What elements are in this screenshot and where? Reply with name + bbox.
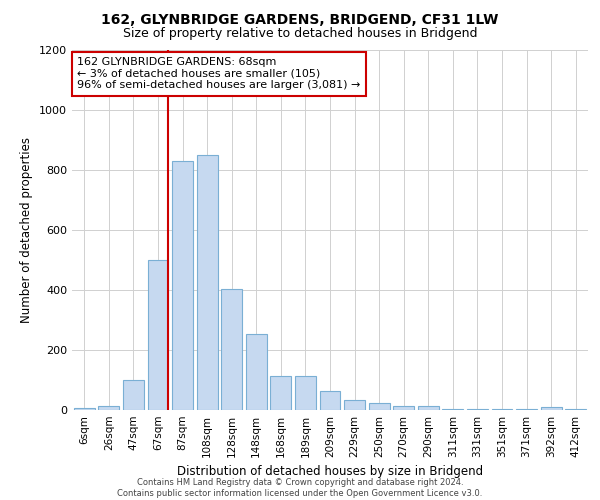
Bar (271, 376, 292, 410)
Bar (393, 406, 414, 410)
Bar (246, 334, 267, 410)
Bar (368, 404, 389, 410)
Bar (295, 376, 316, 410)
Bar (197, 155, 218, 410)
X-axis label: Distribution of detached houses by size in Bridgend: Distribution of detached houses by size … (177, 466, 483, 478)
Bar (516, 408, 537, 410)
Bar (442, 408, 463, 410)
Text: Contains HM Land Registry data © Crown copyright and database right 2024.
Contai: Contains HM Land Registry data © Crown c… (118, 478, 482, 498)
Bar (491, 408, 512, 410)
Bar (148, 260, 169, 410)
Bar (221, 288, 242, 410)
Bar (467, 408, 488, 410)
Bar (565, 408, 586, 410)
Bar (123, 380, 144, 410)
Bar (344, 400, 365, 410)
Bar (172, 161, 193, 410)
Bar (418, 406, 439, 410)
Text: 162 GLYNBRIDGE GARDENS: 68sqm
← 3% of detached houses are smaller (105)
96% of s: 162 GLYNBRIDGE GARDENS: 68sqm ← 3% of de… (77, 57, 361, 90)
Bar (74, 408, 95, 410)
Bar (320, 390, 340, 410)
Text: 162, GLYNBRIDGE GARDENS, BRIDGEND, CF31 1LW: 162, GLYNBRIDGE GARDENS, BRIDGEND, CF31 … (101, 12, 499, 26)
Bar (541, 407, 562, 410)
Y-axis label: Number of detached properties: Number of detached properties (20, 137, 34, 323)
Bar (98, 406, 119, 410)
Text: Size of property relative to detached houses in Bridgend: Size of property relative to detached ho… (123, 28, 477, 40)
